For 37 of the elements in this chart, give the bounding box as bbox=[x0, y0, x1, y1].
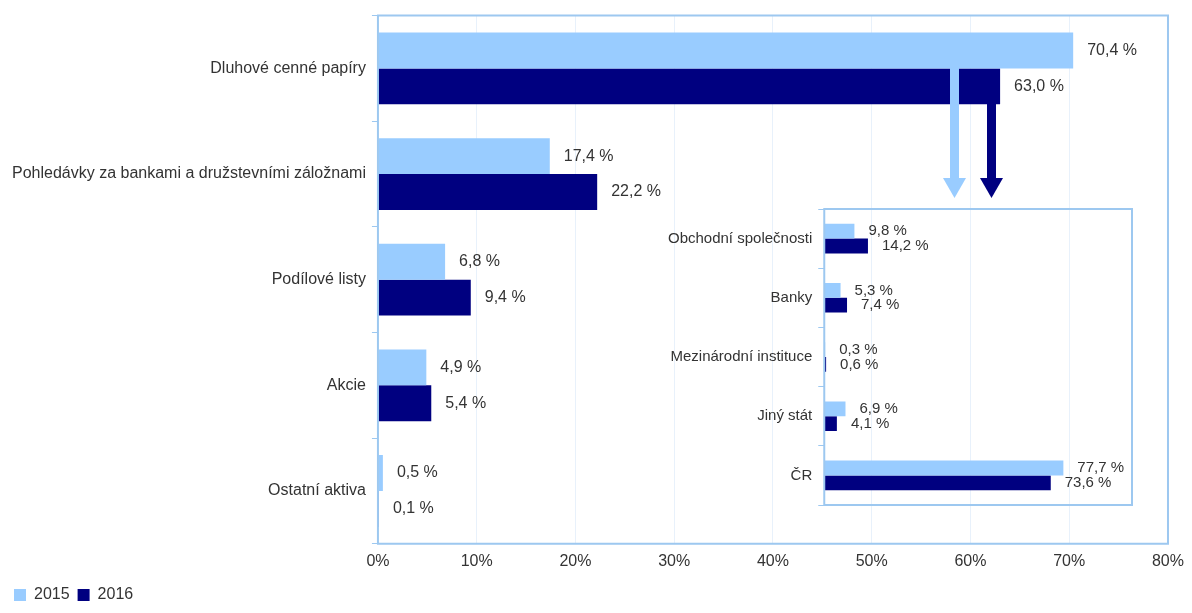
x-tick-label: 50% bbox=[855, 551, 888, 569]
data-label: 6,9 % bbox=[859, 398, 898, 416]
y-tick-label: Jiný stát bbox=[757, 406, 814, 424]
x-tick-label: 40% bbox=[756, 551, 789, 569]
data-label: 22,2 % bbox=[611, 182, 661, 200]
data-label: 63,0 % bbox=[1014, 76, 1064, 94]
y-tick-label: Pohledávky za bankami a družstevními záložnami bbox=[11, 164, 366, 182]
x-tick-label: 70% bbox=[1053, 551, 1086, 569]
x-tick-label: 0% bbox=[366, 551, 390, 569]
y-tick-label: Podílové listy bbox=[271, 270, 366, 288]
legend-label: 2016 bbox=[97, 585, 134, 603]
data-label: 9,8 % bbox=[868, 221, 907, 239]
data-label: 5,3 % bbox=[854, 280, 893, 298]
y-tick-label: Obchodní společnosti bbox=[667, 228, 813, 246]
data-label: 0,5 % bbox=[396, 463, 438, 481]
x-tick-label: 60% bbox=[954, 551, 987, 569]
x-tick-label: 10% bbox=[460, 551, 493, 569]
data-label: 6,8 % bbox=[459, 252, 501, 270]
y-tick-label: Akcie bbox=[326, 375, 367, 393]
x-tick-label: 30% bbox=[658, 551, 691, 569]
data-label: 5,4 % bbox=[445, 393, 487, 411]
data-label: 77,7 % bbox=[1077, 458, 1125, 476]
y-tick-label: Banky bbox=[770, 287, 813, 305]
data-label: 0,3 % bbox=[839, 339, 878, 357]
x-tick-label: 20% bbox=[559, 551, 592, 569]
y-tick-label: Ostatní aktiva bbox=[268, 481, 367, 499]
x-tick-label: 80% bbox=[1151, 551, 1184, 569]
data-label: 0,1 % bbox=[392, 499, 434, 517]
data-label: 70,4 % bbox=[1087, 40, 1137, 58]
y-tick-label: ČR bbox=[790, 465, 813, 483]
y-tick-label: Dluhové cenné papíry bbox=[210, 58, 366, 76]
data-label: 9,4 % bbox=[484, 288, 526, 306]
y-tick-label: Mezinárodní instituce bbox=[670, 347, 813, 365]
data-label: 4,9 % bbox=[440, 357, 482, 375]
legend-label: 2015 bbox=[34, 585, 70, 603]
data-label: 14,2 % bbox=[881, 236, 929, 254]
data-label: 17,4 % bbox=[563, 146, 614, 164]
